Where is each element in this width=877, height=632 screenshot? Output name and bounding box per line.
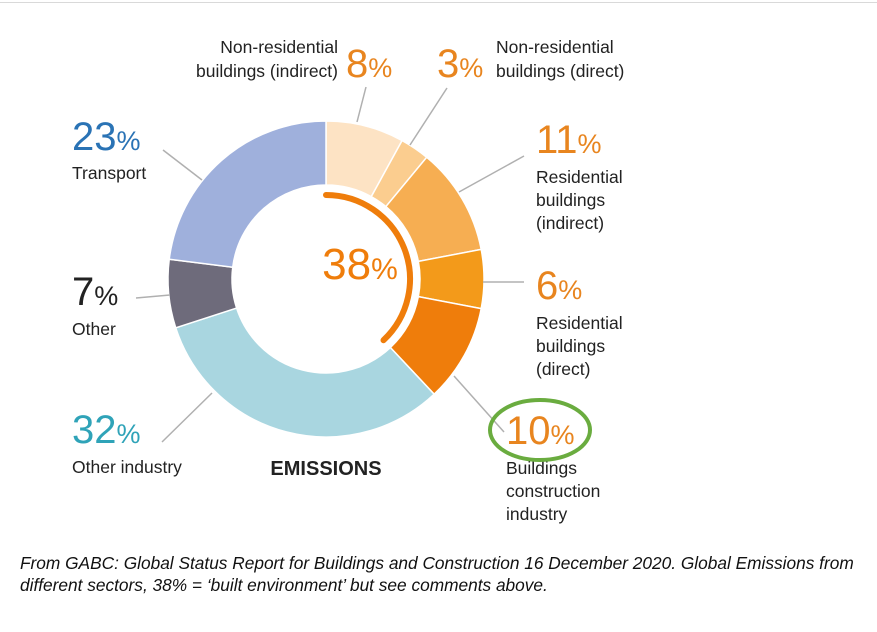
percent-unit-transport: % — [117, 126, 141, 156]
percent-residential-buildings-indirect: 11% — [536, 118, 602, 162]
percent-unit-other: % — [94, 281, 118, 311]
percent-value-buildings-construction-industry: 10 — [506, 409, 551, 453]
label-transport-line-1: Transport — [72, 163, 146, 183]
percent-value-other-industry: 32 — [72, 408, 117, 452]
percent-unit-other-industry: % — [117, 419, 141, 449]
percent-transport: 23% — [72, 115, 141, 159]
label-residential-buildings-indirect-line-3: (indirect) — [536, 213, 604, 233]
percent-value-other: 7 — [72, 270, 94, 314]
percent-value-non-residential-buildings-indirect: 8 — [346, 42, 368, 86]
leader-residential-buildings-indirect — [458, 155, 525, 193]
leader-buildings-construction-industry — [453, 375, 505, 433]
percent-unit-residential-buildings-direct: % — [558, 275, 582, 305]
label-residential-buildings-indirect-line-1: Residential — [536, 167, 623, 187]
leader-transport — [162, 149, 203, 181]
slice-transport — [168, 120, 327, 269]
percent-unit-residential-buildings-indirect: % — [578, 129, 602, 159]
leader-other-industry — [161, 392, 213, 443]
percent-unit-non-residential-buildings-indirect: % — [368, 53, 392, 83]
highlight-circle — [488, 398, 592, 462]
label-buildings-construction-industry-line-3: industry — [506, 504, 568, 524]
label-non-residential-buildings-indirect-line-2: buildings (indirect) — [196, 61, 338, 81]
percent-value-residential-buildings-direct: 6 — [536, 264, 558, 308]
label-non-residential-buildings-direct-line-2: buildings (direct) — [496, 61, 624, 81]
donut-slices — [167, 120, 485, 438]
leader-lines — [135, 86, 525, 443]
percent-value-residential-buildings-indirect: 11 — [536, 118, 578, 162]
percent-residential-buildings-direct: 6% — [536, 264, 582, 308]
built-environment-percent: 38% — [322, 240, 398, 289]
emissions-donut-chart: 38% EMISSIONS 8%Non-residentialbuildings… — [72, 37, 624, 524]
center-label: EMISSIONS — [270, 458, 381, 480]
top-divider-line — [0, 2, 877, 3]
built-environment-value: 38 — [322, 240, 371, 289]
percent-unit-non-residential-buildings-direct: % — [459, 53, 483, 83]
percent-buildings-construction-industry: 10% — [506, 409, 575, 453]
built-environment-arc — [323, 192, 413, 344]
label-other-industry-line-1: Other industry — [72, 457, 182, 477]
percent-non-residential-buildings-direct: 3% — [437, 42, 483, 86]
figure-caption: From GABC: Global Status Report for Buil… — [20, 553, 854, 595]
percent-value-transport: 23 — [72, 115, 117, 159]
label-other-line-1: Other — [72, 319, 116, 339]
leader-non-residential-buildings-direct — [409, 87, 448, 146]
label-non-residential-buildings-direct-line-1: Non-residential — [496, 37, 614, 57]
percent-value-non-residential-buildings-direct: 3 — [437, 42, 459, 86]
leader-other — [135, 294, 171, 299]
built-environment-unit: % — [371, 253, 398, 286]
label-residential-buildings-direct-line-3: (direct) — [536, 359, 590, 379]
percent-other-industry: 32% — [72, 408, 141, 452]
label-residential-buildings-direct-line-1: Residential — [536, 313, 623, 333]
label-buildings-construction-industry-line-2: construction — [506, 481, 600, 501]
slice-labels: 8% Non-residential buildings (indirect) 3% N… — [72, 37, 624, 524]
percent-other: 7% — [72, 270, 118, 314]
label-residential-buildings-direct-line-2: buildings — [536, 336, 605, 356]
leader-non-residential-buildings-indirect — [356, 86, 367, 123]
label-residential-buildings-indirect-line-2: buildings — [536, 190, 605, 210]
label-non-residential-buildings-indirect-line-1: Non-residential — [220, 37, 338, 57]
percent-unit-buildings-construction-industry: % — [551, 420, 575, 450]
label-buildings-construction-industry-line-1: Buildings — [506, 458, 577, 478]
slice-other-industry — [174, 307, 436, 438]
percent-non-residential-buildings-indirect: 8% — [346, 42, 392, 86]
